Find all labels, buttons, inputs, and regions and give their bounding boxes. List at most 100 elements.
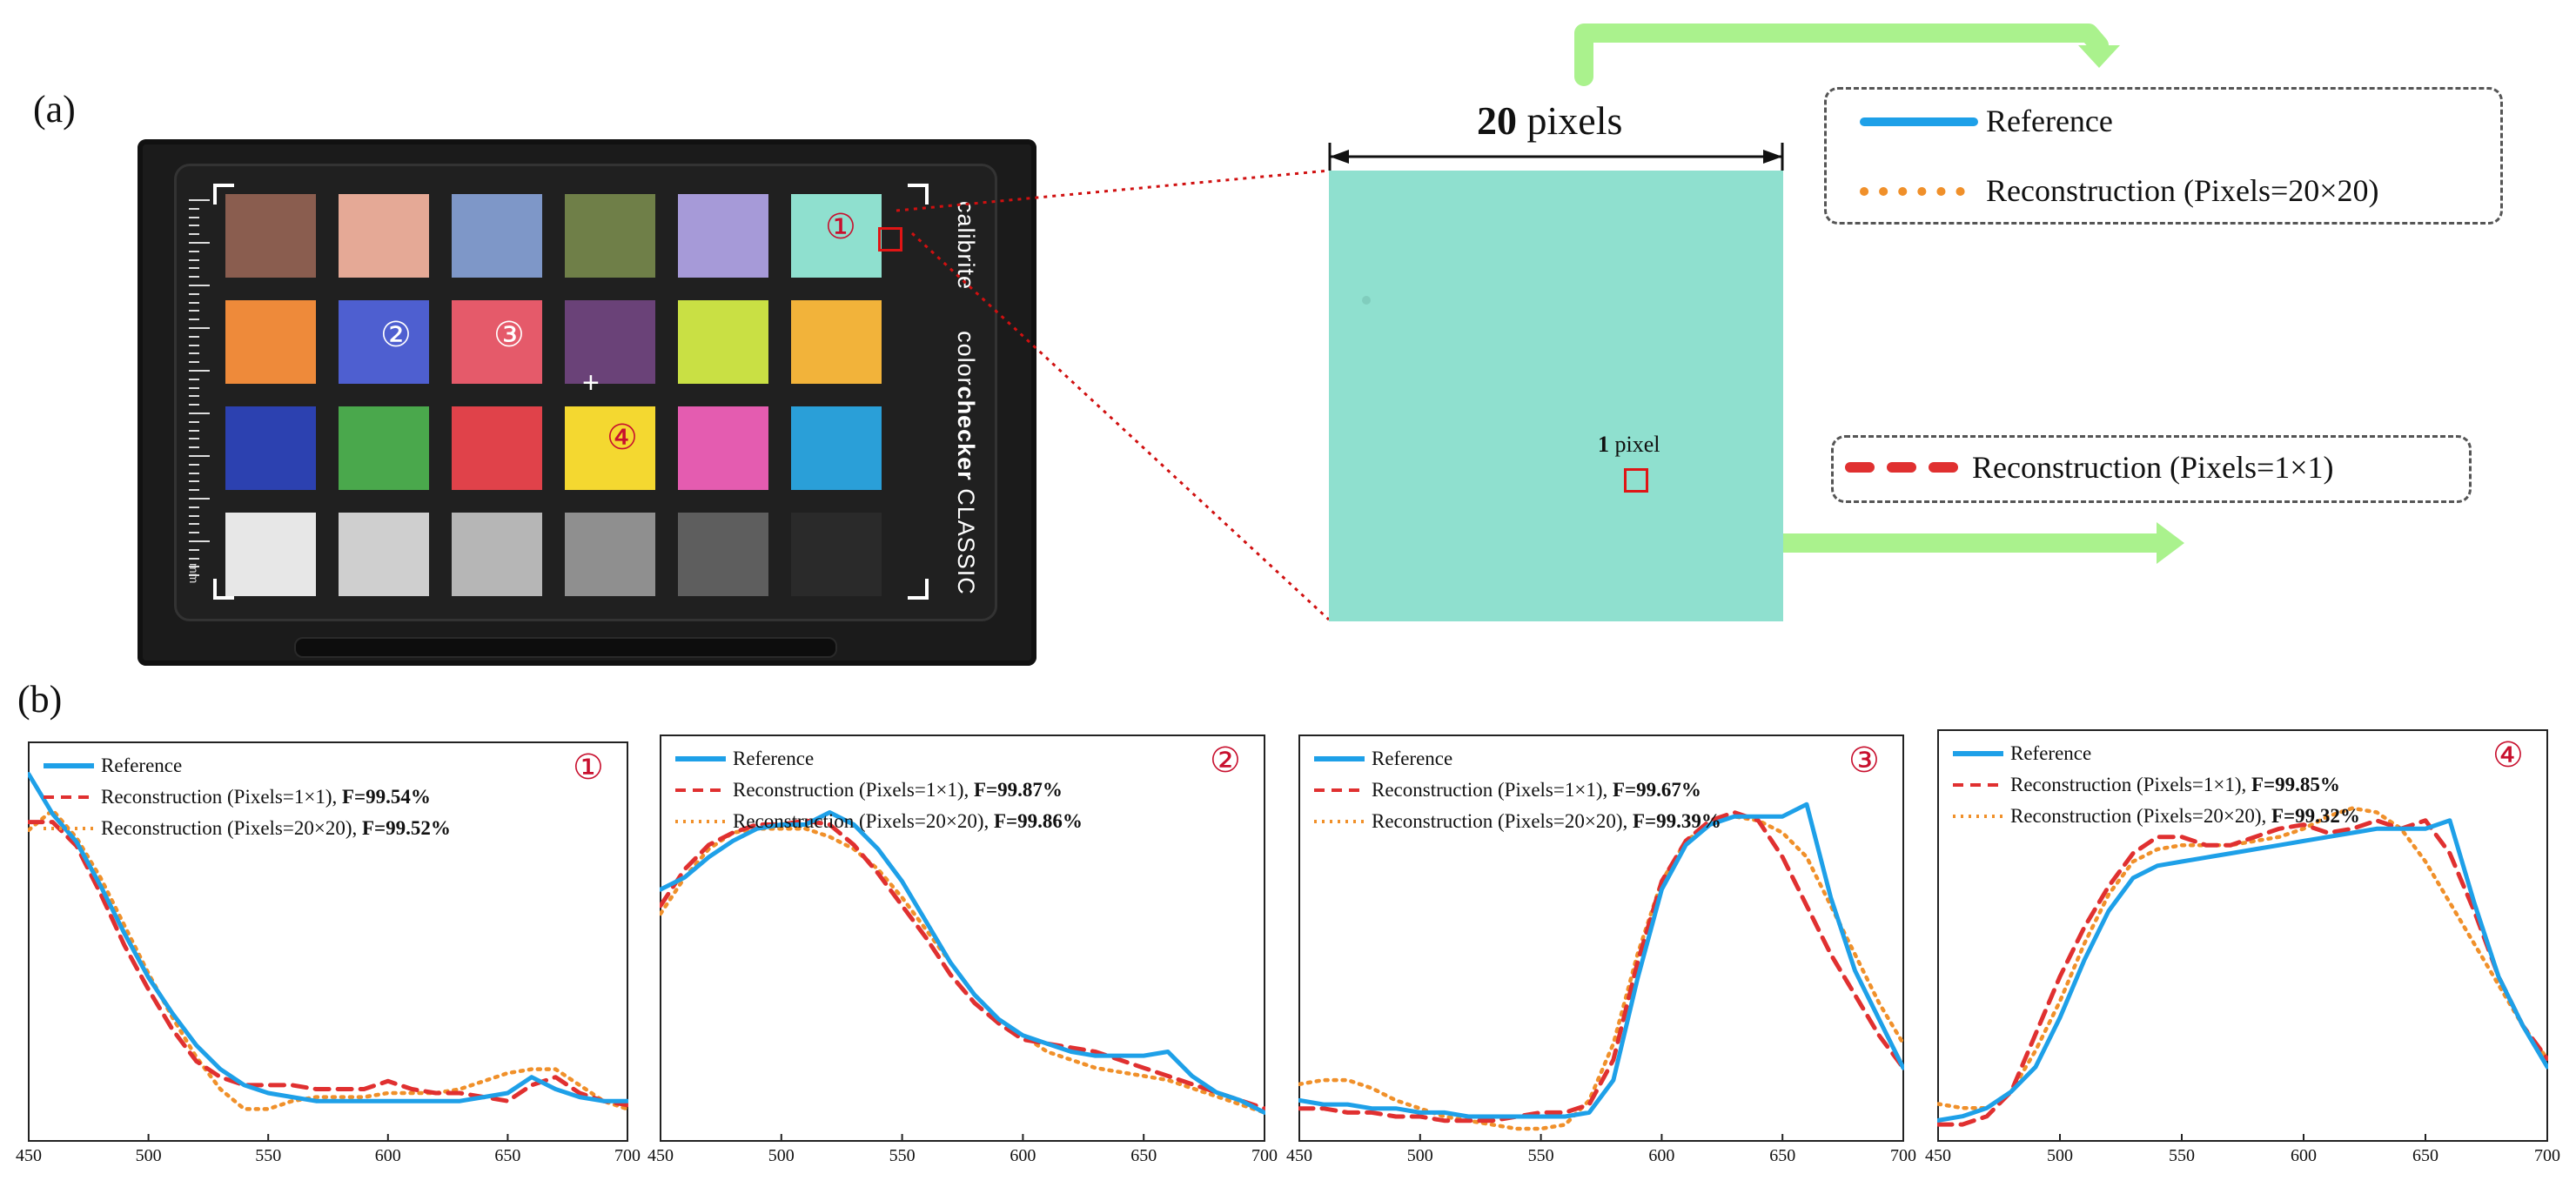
- plot-legend-entry: Reconstruction (Pixels=20×20), F=99.52%: [101, 818, 451, 838]
- legend-series-name: Reconstruction (Pixels=20×20),: [2010, 805, 2267, 827]
- x-tick-label: 650: [494, 1146, 521, 1165]
- ruler-tick: [189, 506, 199, 508]
- ruler-tick: [189, 489, 199, 492]
- ruler-tick: [189, 352, 199, 355]
- x-tick-label: 500: [768, 1146, 795, 1165]
- plot-legend-entry: Reference: [733, 748, 814, 768]
- x-tick-label: 450: [16, 1146, 42, 1165]
- series-line-reference: [1937, 818, 2548, 1123]
- x-tick-label: 500: [1406, 1146, 1433, 1165]
- marker-1: ①: [825, 207, 856, 246]
- legend-fidelity-value: F=99.52%: [362, 817, 451, 839]
- plot-marker: ③: [1848, 741, 1880, 780]
- legend-fidelity-value: F=99.54%: [342, 786, 431, 808]
- series-line-recon-20x20: [1298, 814, 1904, 1131]
- legend-series-name: Reconstruction (Pixels=1×1),: [733, 779, 969, 801]
- x-tick-label: 450: [647, 1146, 674, 1165]
- x-tick-label: 550: [2169, 1146, 2195, 1165]
- color-patch: [678, 406, 768, 490]
- ruler-tick: [189, 242, 210, 244]
- x-tick-label: 650: [2412, 1146, 2438, 1165]
- patch-speck: [1362, 296, 1371, 305]
- plot-legend-entry: Reconstruction (Pixels=1×1), F=99.87%: [733, 780, 1063, 800]
- marker-2: ②: [380, 315, 412, 354]
- ruler-tick: [189, 207, 199, 210]
- ruler-tick: [189, 420, 199, 423]
- pixel-label: 1 pixel: [1598, 432, 1660, 457]
- marker-4: ④: [607, 418, 638, 457]
- ruler-tick: [189, 455, 210, 457]
- color-patch: [678, 194, 768, 278]
- legend-fidelity-value: F=99.86%: [994, 810, 1083, 832]
- ruler-tick: [189, 429, 199, 432]
- color-patch: [339, 406, 429, 490]
- corner-bracket: [213, 184, 234, 205]
- ruler-tick: [189, 267, 199, 270]
- spectrum-plot-1: [28, 741, 628, 1142]
- ruler-tick: [189, 335, 199, 338]
- legend-series-name: Reference: [733, 748, 815, 769]
- x-tick-label: 700: [614, 1146, 641, 1165]
- color-patch: [791, 406, 882, 490]
- color-patch: [791, 513, 882, 596]
- ruler-tick: [189, 480, 199, 483]
- ruler-tick: [189, 370, 210, 372]
- series-line-reference: [28, 772, 628, 1103]
- ruler-tick: [189, 557, 199, 560]
- product-name-bold: checker: [953, 386, 979, 481]
- ruler-tick: [189, 540, 210, 542]
- plot-marker: ①: [573, 748, 604, 787]
- legend-fidelity-value: F=99.39%: [1633, 810, 1721, 832]
- ruler-tick: [189, 472, 199, 474]
- series-line-recon-1x1: [28, 820, 628, 1108]
- x-tick-label: 600: [1648, 1146, 1675, 1165]
- brand-text: calibrite colorchecker CLASSIC: [952, 201, 979, 595]
- dimension-arrow-left: [1330, 150, 1349, 164]
- series-line-recon-20x20: [28, 808, 628, 1111]
- x-tick-label: 550: [889, 1146, 916, 1165]
- card-face: + calibrite colorchecker CLASSIC mm ① ② …: [174, 164, 997, 621]
- card-slot: [294, 637, 837, 658]
- ruler-tick: [189, 413, 210, 414]
- legend-recon1: Reconstruction (Pixels=1×1): [1972, 450, 2334, 485]
- legend-box-bottom: [1831, 435, 2472, 503]
- spectrum-plot-2: [660, 735, 1265, 1142]
- center-crosshair: +: [582, 366, 600, 399]
- plot-legend-entry: Reconstruction (Pixels=1×1), F=99.54%: [101, 787, 431, 807]
- ruler-tick: [189, 548, 199, 551]
- ruler-tick: [189, 199, 210, 201]
- legend-series-name: Reconstruction (Pixels=20×20),: [101, 817, 358, 839]
- color-patch: [565, 406, 655, 490]
- ruler-tick: [189, 319, 199, 321]
- color-patch: [452, 513, 542, 596]
- legend-series-name: Reference: [101, 755, 183, 776]
- ruler-tick: [189, 532, 199, 534]
- ruler-tick: [189, 285, 210, 286]
- color-patch: [225, 194, 316, 278]
- legend-reference: Reference: [1986, 104, 2113, 138]
- x-tick-label: 550: [1527, 1146, 1554, 1165]
- ruler-tick: [189, 233, 199, 236]
- ruler-tick: [189, 404, 199, 406]
- ruler-tick: [189, 574, 199, 577]
- product-name-pre: color: [953, 331, 979, 386]
- ruler-tick: [189, 514, 199, 517]
- mm-ruler: [189, 199, 215, 582]
- legend-series-name: Reference: [2010, 742, 2092, 764]
- ruler-tick: [189, 498, 210, 500]
- ruler-tick: [189, 225, 199, 227]
- zoomed-patch: [1329, 171, 1783, 621]
- ruler-tick: [189, 386, 199, 389]
- color-patch: [791, 194, 882, 278]
- x-tick-label: 650: [1130, 1146, 1157, 1165]
- panel-b-label: (b): [17, 678, 63, 721]
- color-patch: [678, 513, 768, 596]
- series-line-recon-1x1: [1937, 818, 2548, 1127]
- zoom-size-label: 20 pixels: [1477, 98, 1623, 143]
- ruler-tick: [189, 523, 199, 526]
- ruler-tick: [189, 344, 199, 346]
- single-pixel-box: [1624, 468, 1648, 493]
- legend-fidelity-value: F=99.67%: [1613, 779, 1701, 801]
- color-checker-card: + calibrite colorchecker CLASSIC mm ① ② …: [138, 139, 1036, 666]
- color-patch: [565, 300, 655, 384]
